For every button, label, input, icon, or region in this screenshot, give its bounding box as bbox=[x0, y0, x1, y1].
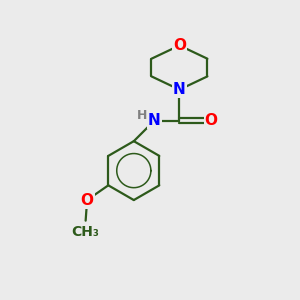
Text: H: H bbox=[137, 109, 147, 122]
Text: CH₃: CH₃ bbox=[72, 225, 100, 239]
Text: N: N bbox=[148, 113, 161, 128]
Text: N: N bbox=[173, 82, 186, 97]
Text: O: O bbox=[173, 38, 186, 53]
Text: O: O bbox=[81, 193, 94, 208]
Text: O: O bbox=[205, 113, 218, 128]
